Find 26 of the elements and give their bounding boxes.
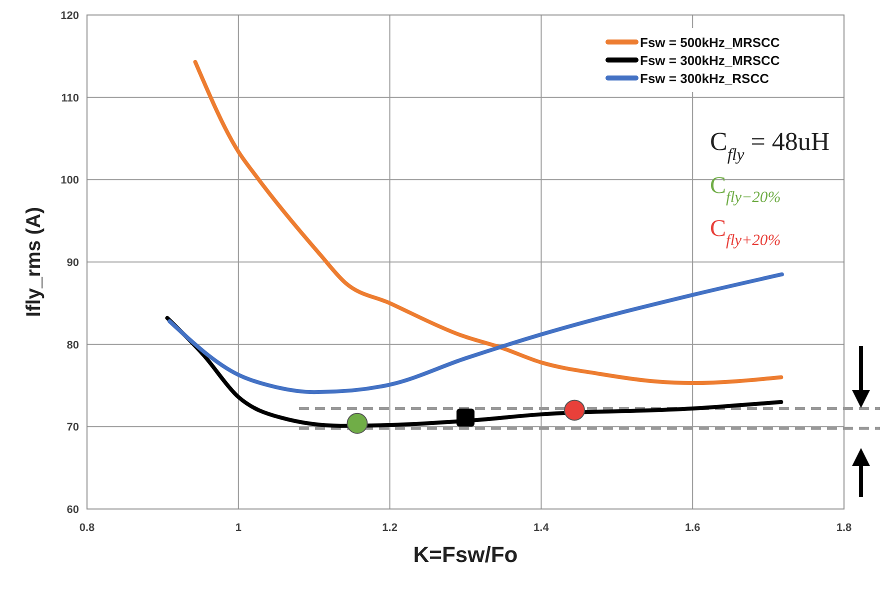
y-tick-label: 60 [66,504,79,516]
legend-label: Fsw = 300kHz_MRSCC [640,53,780,68]
line-series [165,316,784,428]
y-tick-label: 90 [66,257,79,269]
x-tick-label: 1.4 [534,522,550,534]
point [456,408,474,427]
annotation: C$_{fly+20%}$ [710,216,781,248]
legend-label: Fsw = 300kHz_RSCC [640,71,770,86]
y-tick-label: 100 [60,174,79,187]
y-tick-label: 80 [66,339,79,352]
x-axis-title: K=Fsw/Fo [413,542,518,567]
line-series [168,272,784,394]
x-tick-label: 1 [235,522,242,534]
x-tick-label: 1.2 [382,522,398,534]
x-tick-label: 1.8 [836,522,852,534]
y-axis-title: Ifly_rms (A) [23,206,45,318]
y-tick-label: 120 [60,10,79,22]
annotation: C$_{fly−20%}$ [710,173,781,206]
annotation: C$_{fly}$ = 48uH [710,127,830,164]
y-tick-label: 110 [61,92,79,104]
point [346,412,368,434]
point [564,400,586,421]
x-tick-label: 0.8 [79,522,95,534]
legend-label: Fsw = 500kHz_MRSCC [640,35,780,50]
y-tick-label: 70 [66,422,79,434]
x-tick-label: 1.6 [684,522,700,534]
